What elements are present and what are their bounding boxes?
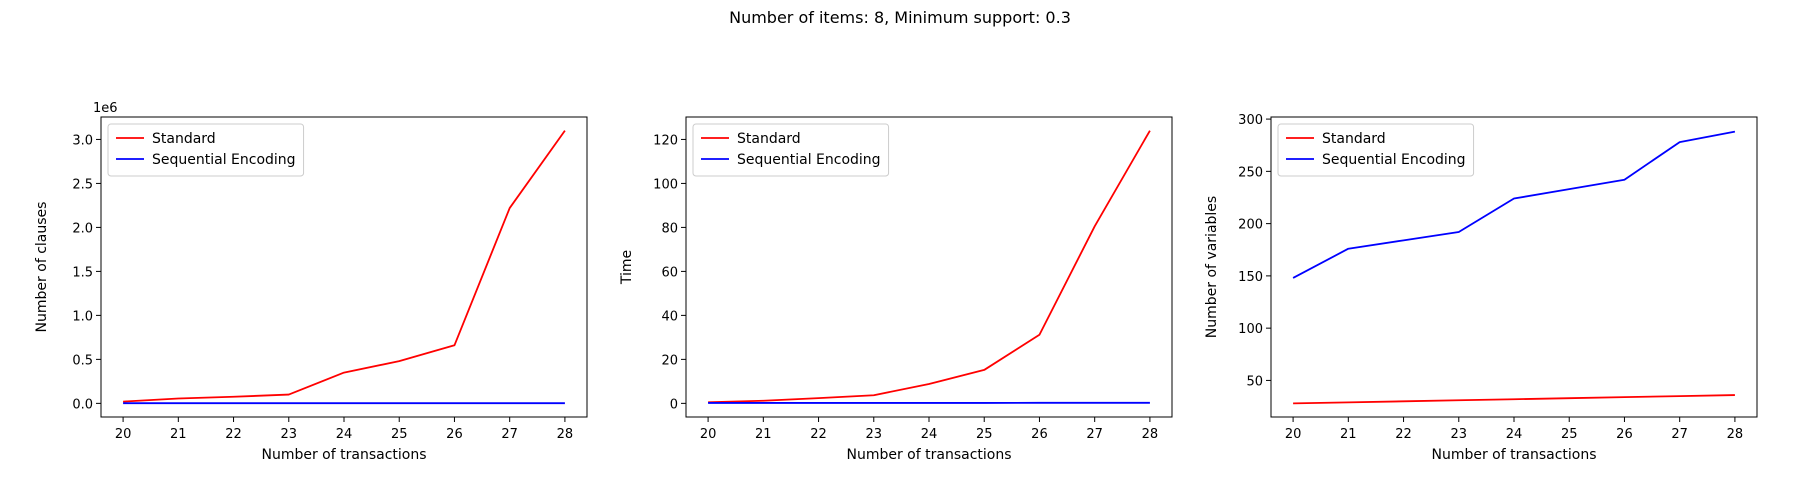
chart-clauses-x-tick-label: 28 xyxy=(557,427,574,442)
chart-variables-x-tick-label: 24 xyxy=(1506,427,1523,442)
chart-variables-x-tick-label: 26 xyxy=(1616,427,1633,442)
chart-time-x-tick-label: 24 xyxy=(921,427,938,442)
chart-clauses-legend-frame xyxy=(107,123,305,177)
chart-time-y-tick-label: 0 xyxy=(670,397,678,412)
chart-variables-x-tick-label: 27 xyxy=(1671,427,1688,442)
chart-clauses: 20 21 22 23 24 25 26 27 28 0.0 0.5 1.0 1.5 2.0 2.5 3.0 1… xyxy=(34,101,588,463)
chart-time-x-tick-label: 26 xyxy=(1031,427,1048,442)
chart-variables-y-tick-label: 250 xyxy=(1238,165,1263,180)
chart-time-legend-label-standard: Standard xyxy=(737,131,801,147)
chart-variables-series-standard xyxy=(1293,394,1735,405)
chart-variables-legend: Standard Sequential Encoding xyxy=(1277,123,1475,177)
chart-clauses-legend-label-standard: Standard xyxy=(152,131,216,147)
chart-clauses-y-tick-label: 2.0 xyxy=(72,221,93,236)
chart-clauses-y-tick-label: 1.5 xyxy=(72,265,93,280)
chart-time-y-tick-label: 100 xyxy=(653,177,678,192)
figure-suptitle: Number of items: 8, Minimum support: 0.3 xyxy=(729,8,1071,27)
chart-clauses-offset-text: 1e6 xyxy=(93,101,118,116)
chart-clauses-legend: Standard Sequential Encoding xyxy=(107,123,305,177)
chart-clauses-legend-label-sequential-encoding: Sequential Encoding xyxy=(152,152,296,168)
chart-variables-y-tick-label: 300 xyxy=(1238,113,1263,128)
chart-time-y-axis-label: Time xyxy=(619,250,635,285)
chart-clauses-x-tick-label: 25 xyxy=(391,427,408,442)
chart-variables-x-tick-label: 20 xyxy=(1285,427,1302,442)
chart-variables-x-tick-label: 21 xyxy=(1340,427,1357,442)
chart-time-x-tick-label: 21 xyxy=(755,427,772,442)
chart-time-y-tick-label: 40 xyxy=(661,309,678,324)
chart-clauses-x-tick-label: 26 xyxy=(446,427,463,442)
chart-clauses-x-tick-label: 23 xyxy=(280,427,297,442)
chart-time-x-tick-label: 23 xyxy=(865,427,882,442)
chart-clauses-y-tick-label: 3.0 xyxy=(72,133,93,148)
chart-clauses-x-axis-label: Number of transactions xyxy=(261,447,426,463)
chart-time: 20 21 22 23 24 25 26 27 28 0 20 40 60 80 100 120 Number … xyxy=(619,116,1173,463)
chart-clauses-y-axis-label: Number of clauses xyxy=(34,202,50,333)
chart-variables-y-tick-label: 100 xyxy=(1238,322,1263,337)
chart-variables: 20 21 22 23 24 25 26 27 28 50 100 150 200 250 300 Numbe… xyxy=(1204,113,1758,463)
chart-time-legend: Standard Sequential Encoding xyxy=(692,123,890,177)
chart-clauses-y-tick-label: 0.0 xyxy=(72,397,93,412)
chart-clauses-x-tick-label: 21 xyxy=(170,427,187,442)
chart-clauses-y-tick-label: 2.5 xyxy=(72,177,93,192)
chart-variables-x-tick-label: 28 xyxy=(1727,427,1744,442)
chart-variables-series-sequential-encoding xyxy=(1292,130,1736,279)
chart-time-x-tick-label: 28 xyxy=(1142,427,1159,442)
chart-time-y-tick-label: 20 xyxy=(661,353,678,368)
chart-clauses-y-tick-label: 0.5 xyxy=(72,353,93,368)
chart-variables-legend-label-sequential-encoding: Sequential Encoding xyxy=(1322,152,1466,168)
chart-time-x-tick-label: 25 xyxy=(976,427,993,442)
chart-clauses-x-tick-label: 22 xyxy=(225,427,242,442)
chart-variables-y-tick-label: 200 xyxy=(1238,218,1263,233)
chart-clauses-x-tick-label: 24 xyxy=(336,427,353,442)
chart-variables-y-axis-label: Number of variables xyxy=(1204,196,1220,338)
chart-variables-x-tick-label: 25 xyxy=(1561,427,1578,442)
chart-time-x-axis-label: Number of transactions xyxy=(846,447,1011,463)
chart-time-x-tick-label: 27 xyxy=(1086,427,1103,442)
chart-time-series-standard xyxy=(708,130,1151,404)
chart-clauses-x-tick-label: 27 xyxy=(501,427,518,442)
chart-time-y-tick-label: 80 xyxy=(661,221,678,236)
chart-variables-legend-label-standard: Standard xyxy=(1322,131,1386,147)
chart-time-legend-frame xyxy=(692,123,890,177)
chart-variables-legend-frame xyxy=(1277,123,1475,177)
chart-variables-x-tick-label: 23 xyxy=(1450,427,1467,442)
chart-time-y-tick-label: 60 xyxy=(661,265,678,280)
chart-time-y-tick-label: 120 xyxy=(653,133,678,148)
chart-variables-x-axis-label: Number of transactions xyxy=(1431,447,1596,463)
chart-time-legend-label-sequential-encoding: Sequential Encoding xyxy=(737,152,881,168)
chart-clauses-x-tick-label: 20 xyxy=(115,427,132,442)
chart-variables-y-tick-label: 150 xyxy=(1238,270,1263,285)
chart-variables-y-tick-label: 50 xyxy=(1246,374,1263,389)
chart-time-x-tick-label: 20 xyxy=(700,427,717,442)
chart-time-x-tick-label: 22 xyxy=(810,427,827,442)
chart-clauses-y-tick-label: 1.0 xyxy=(72,309,93,324)
chart-clauses-series-standard xyxy=(123,130,566,403)
chart-variables-x-tick-label: 22 xyxy=(1395,427,1412,442)
